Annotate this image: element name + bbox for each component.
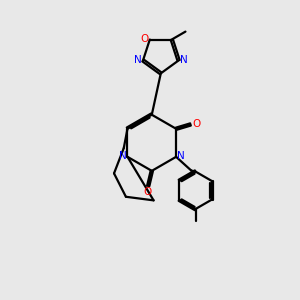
Text: N: N <box>134 55 142 65</box>
Text: N: N <box>118 151 126 161</box>
Text: O: O <box>141 34 149 44</box>
Text: N: N <box>177 151 185 161</box>
Text: O: O <box>143 187 152 197</box>
Text: O: O <box>192 119 200 129</box>
Text: N: N <box>180 56 188 65</box>
